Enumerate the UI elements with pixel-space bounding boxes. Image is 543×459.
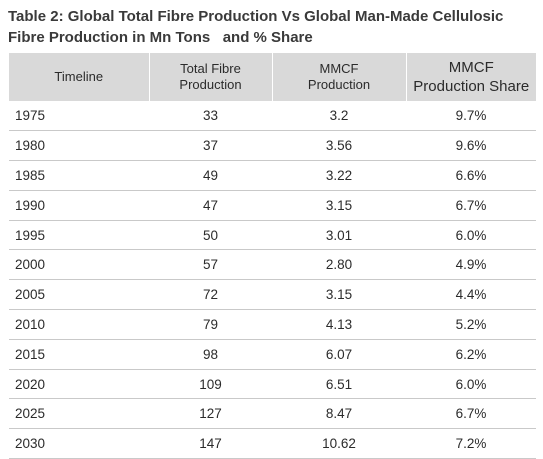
cell-timeline: 1985 <box>15 167 46 183</box>
cell-total-fibre: 79 <box>202 316 219 332</box>
cell-total-fibre: 109 <box>199 376 222 392</box>
header-mmcf-production-share: MMCF Production Share <box>405 53 536 101</box>
cell-share: 6.2% <box>455 346 487 362</box>
cell-share: 5.2% <box>455 316 487 332</box>
header-timeline: Timeline <box>54 69 104 84</box>
table-row: 2005 72 3.15 4.4% <box>9 280 536 310</box>
cell-timeline: 2015 <box>15 346 46 362</box>
cell-mmcf: 3.01 <box>325 227 353 243</box>
table-row: 2010 79 4.13 5.2% <box>9 310 536 340</box>
table-row: 1995 50 3.01 6.0% <box>9 220 536 250</box>
table-header: Timeline Total Fibre Production MMCF Pro… <box>9 53 536 101</box>
table-row: 2015 98 6.07 6.2% <box>9 339 536 370</box>
cell-share: 4.9% <box>455 257 487 273</box>
table-row: 2020 109 6.51 6.0% <box>9 369 536 399</box>
fibre-production-table: Timeline Total Fibre Production MMCF Pro… <box>9 53 536 459</box>
cell-share: 6.0% <box>455 227 487 243</box>
table-row: 1980 37 3.56 9.6% <box>9 131 536 161</box>
cell-mmcf: 3.56 <box>325 138 353 154</box>
header-row: Timeline Total Fibre Production MMCF Pro… <box>9 53 536 101</box>
cell-share: 9.7% <box>455 108 487 124</box>
cell-total-fibre: 57 <box>202 257 219 273</box>
cell-timeline: 1975 <box>15 108 46 124</box>
cell-mmcf: 8.47 <box>325 406 353 422</box>
table-caption: Table 2: Global Total Fibre Production V… <box>8 8 508 46</box>
cell-timeline: 2020 <box>15 376 46 392</box>
table-row: 2025 127 8.47 6.7% <box>9 399 536 429</box>
table-row: 1975 33 3.2 9.7% <box>9 101 536 131</box>
cell-mmcf: 4.13 <box>325 316 353 332</box>
table-row: 1990 47 3.15 6.7% <box>9 190 536 221</box>
table-body: 1975 33 3.2 9.7% 1980 37 3.56 9.6% 1985 … <box>9 101 536 459</box>
cell-share: 6.7% <box>455 197 487 213</box>
cell-timeline: 1980 <box>15 138 46 154</box>
cell-share: 6.6% <box>455 167 487 183</box>
cell-total-fibre: 72 <box>202 287 219 303</box>
cell-mmcf: 3.15 <box>325 197 353 213</box>
cell-total-fibre: 98 <box>202 346 219 362</box>
table-row: 1985 49 3.22 6.6% <box>9 161 536 191</box>
cell-mmcf: 3.22 <box>325 167 353 183</box>
cell-timeline: 1995 <box>15 227 46 243</box>
cell-timeline: 2025 <box>15 406 46 422</box>
header-mmcf-production: MMCF Production <box>271 53 406 101</box>
cell-timeline: 2005 <box>15 287 46 303</box>
cell-total-fibre: 127 <box>199 406 222 422</box>
cell-mmcf: 3.15 <box>325 287 353 303</box>
cell-timeline: 1990 <box>15 197 46 213</box>
cell-mmcf: 6.07 <box>325 346 353 362</box>
cell-share: 4.4% <box>455 287 487 303</box>
cell-total-fibre: 50 <box>202 227 219 243</box>
cell-mmcf: 3.2 <box>329 108 349 124</box>
cell-share: 9.6% <box>455 138 487 154</box>
cell-timeline: 2000 <box>15 257 46 273</box>
cell-mmcf: 2.80 <box>325 257 353 273</box>
header-total-fibre-production: Total Fibre Production <box>148 53 272 101</box>
table-row: 2000 57 2.80 4.9% <box>9 250 536 280</box>
cell-total-fibre: 47 <box>202 197 219 213</box>
cell-timeline: 2010 <box>15 316 46 332</box>
cell-share: 6.0% <box>455 376 487 392</box>
cell-total-fibre: 37 <box>202 138 219 154</box>
cell-total-fibre: 49 <box>202 167 219 183</box>
cell-share: 6.7% <box>455 406 487 422</box>
cell-mmcf: 6.51 <box>325 376 353 392</box>
cell-total-fibre: 33 <box>202 108 219 124</box>
